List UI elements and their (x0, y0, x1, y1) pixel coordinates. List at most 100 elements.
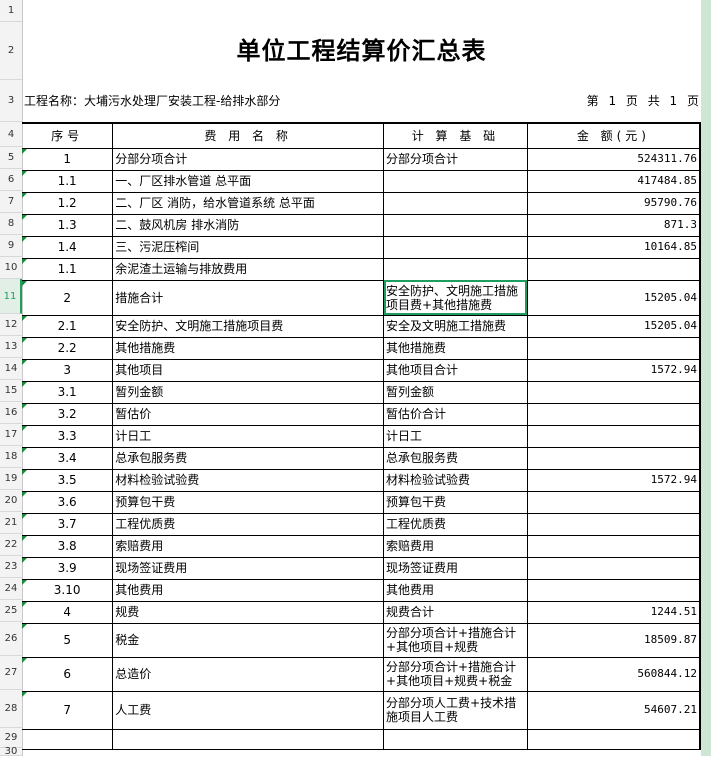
cell-basis[interactable] (383, 257, 528, 281)
cell-name[interactable]: 索赔费用 (112, 534, 385, 558)
row-number[interactable]: 15 (0, 380, 22, 402)
row-number[interactable]: 11 (0, 279, 22, 314)
cell-no[interactable]: 1.4 (22, 235, 114, 259)
cell-name[interactable]: 二、鼓风机房 排水消防 (112, 213, 385, 237)
cell-no[interactable]: 3.5 (22, 468, 114, 492)
row-number[interactable]: 14 (0, 358, 22, 380)
cell-basis[interactable]: 分部分项合计+措施合计+其他项目+规费 (383, 622, 528, 658)
row-number[interactable]: 4 (0, 122, 22, 147)
cell-amount[interactable] (526, 402, 701, 426)
cell-name[interactable]: 税金 (112, 622, 385, 658)
row-number[interactable]: 17 (0, 424, 22, 446)
cell-amount[interactable] (526, 512, 701, 536)
cell-basis[interactable] (383, 235, 528, 259)
cell-basis[interactable]: 分部分项人工费+技术措施项目人工费 (383, 690, 528, 730)
cell-basis[interactable]: 其他项目合计 (383, 358, 528, 382)
cell-basis[interactable]: 计日工 (383, 424, 528, 448)
cell-basis[interactable] (383, 728, 528, 750)
row-number[interactable]: 23 (0, 556, 22, 578)
cell-name[interactable]: 措施合计 (112, 279, 385, 316)
cell-no[interactable]: 3.2 (22, 402, 114, 426)
cell-no[interactable]: 3 (22, 358, 114, 382)
row-number[interactable]: 19 (0, 468, 22, 490)
cell-name[interactable]: 总造价 (112, 656, 385, 692)
cell-basis[interactable] (383, 191, 528, 215)
cell-basis[interactable]: 其他措施费 (383, 336, 528, 360)
cell-amount[interactable]: 54607.21 (526, 690, 701, 730)
row-number[interactable]: 28 (0, 690, 22, 728)
cell-amount[interactable] (526, 578, 701, 602)
cell-basis[interactable]: 分部分项合计 (383, 147, 528, 171)
cell-amount[interactable]: 95790.76 (526, 191, 701, 215)
cell-name[interactable]: 三、污泥压榨间 (112, 235, 385, 259)
row-number[interactable]: 20 (0, 490, 22, 512)
cell-amount[interactable]: 1572.94 (526, 468, 701, 492)
cell-name[interactable]: 人工费 (112, 690, 385, 730)
cell-no[interactable]: 1.1 (22, 169, 114, 193)
cell-no[interactable]: 1.2 (22, 191, 114, 215)
cell-amount[interactable]: 1244.51 (526, 600, 701, 624)
cell-no[interactable]: 3.3 (22, 424, 114, 448)
cell-amount[interactable]: 15205.04 (526, 279, 701, 316)
row-number[interactable]: 16 (0, 402, 22, 424)
header-name[interactable]: 费 用 名 称 (112, 122, 385, 149)
cell-amount[interactable] (526, 424, 701, 448)
cell-basis[interactable]: 安全防护、文明施工措施项目费+其他措施费 (383, 279, 528, 316)
cell-no[interactable]: 3.8 (22, 534, 114, 558)
cell-no[interactable] (22, 728, 114, 750)
cell-name[interactable]: 总承包服务费 (112, 446, 385, 470)
cell-no[interactable]: 5 (22, 622, 114, 658)
cell-no[interactable]: 2.1 (22, 314, 114, 338)
cell-amount[interactable] (526, 490, 701, 514)
cell-no[interactable]: 3.10 (22, 578, 114, 602)
row-number[interactable]: 2 (0, 22, 22, 80)
cell-basis[interactable]: 规费合计 (383, 600, 528, 624)
cell-no[interactable]: 6 (22, 656, 114, 692)
vertical-scrollbar[interactable] (701, 0, 711, 756)
header-no[interactable]: 序号 (22, 122, 114, 149)
cell-name[interactable]: 暂估价 (112, 402, 385, 426)
cell-name[interactable]: 分部分项合计 (112, 147, 385, 171)
cell-name[interactable] (112, 728, 385, 750)
row-number[interactable]: 1 (0, 0, 22, 22)
row-number[interactable]: 13 (0, 336, 22, 358)
cell-amount[interactable]: 560844.12 (526, 656, 701, 692)
row-number[interactable]: 25 (0, 600, 22, 622)
cell-name[interactable]: 现场签证费用 (112, 556, 385, 580)
cell-amount[interactable] (526, 534, 701, 558)
cell-amount[interactable]: 10164.85 (526, 235, 701, 259)
row-number[interactable]: 21 (0, 512, 22, 534)
cell-name[interactable]: 余泥渣土运输与排放费用 (112, 257, 385, 281)
row-number[interactable]: 30 (0, 746, 22, 757)
row-number[interactable]: 3 (0, 80, 22, 122)
row-number[interactable]: 29 (0, 728, 22, 748)
row-number[interactable]: 22 (0, 534, 22, 556)
cell-name[interactable]: 其他费用 (112, 578, 385, 602)
cell-amount[interactable]: 15205.04 (526, 314, 701, 338)
cell-basis[interactable] (383, 169, 528, 193)
row-number[interactable]: 8 (0, 213, 22, 235)
cell-amount[interactable]: 18509.87 (526, 622, 701, 658)
cell-amount[interactable]: 1572.94 (526, 358, 701, 382)
cell-name[interactable]: 工程优质费 (112, 512, 385, 536)
cell-name[interactable]: 暂列金额 (112, 380, 385, 404)
cell-amount[interactable] (526, 446, 701, 470)
cell-basis[interactable]: 预算包干费 (383, 490, 528, 514)
cell-name[interactable]: 预算包干费 (112, 490, 385, 514)
cell-name[interactable]: 计日工 (112, 424, 385, 448)
cell-no[interactable]: 3.1 (22, 380, 114, 404)
cell-no[interactable]: 2.2 (22, 336, 114, 360)
row-number[interactable]: 9 (0, 235, 22, 257)
cell-no[interactable]: 1.1 (22, 257, 114, 281)
cell-basis[interactable]: 材料检验试验费 (383, 468, 528, 492)
cell-no[interactable]: 7 (22, 690, 114, 730)
cell-no[interactable]: 3.4 (22, 446, 114, 470)
cell-name[interactable]: 二、厂区 消防，给水管道系统 总平面 (112, 191, 385, 215)
row-number[interactable]: 6 (0, 169, 22, 191)
header-basis[interactable]: 计 算 基 础 (383, 122, 528, 149)
cell-name[interactable]: 安全防护、文明施工措施项目费 (112, 314, 385, 338)
cell-basis[interactable]: 索赔费用 (383, 534, 528, 558)
cell-no[interactable]: 3.9 (22, 556, 114, 580)
cell-amount[interactable] (526, 728, 701, 750)
cell-amount[interactable] (526, 556, 701, 580)
